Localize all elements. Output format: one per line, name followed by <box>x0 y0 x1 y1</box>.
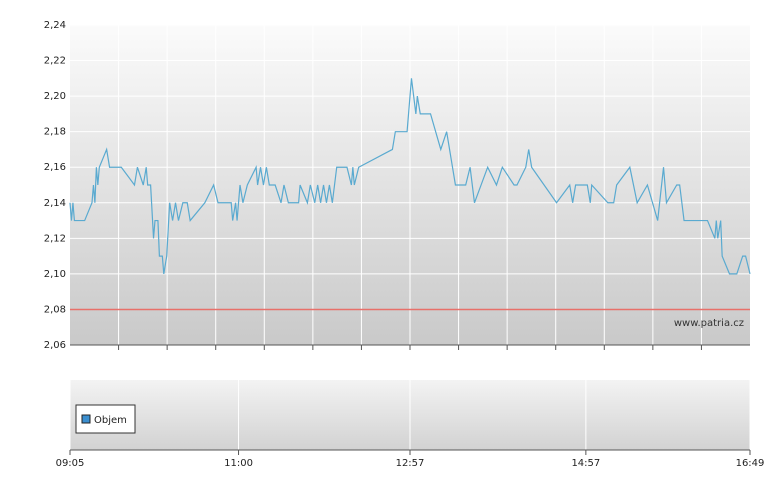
y-tick-label: 2,22 <box>44 56 66 67</box>
y-tick-label: 2,20 <box>44 91 66 102</box>
y-tick-label: 2,10 <box>44 269 66 280</box>
x-tick-label: 12:57 <box>396 458 425 469</box>
x-tick-label: 09:05 <box>56 458 85 469</box>
x-tick-label: 11:00 <box>224 458 253 469</box>
price-line <box>69 78 751 275</box>
x-tick-label: 16:49 <box>736 458 765 469</box>
y-tick-label: 2,08 <box>44 304 66 315</box>
legend-label: Objem <box>94 415 127 426</box>
watermark: www.patria.cz <box>674 318 744 329</box>
grid-layer <box>69 24 751 455</box>
legend-swatch <box>81 414 91 424</box>
y-tick-label: 2,16 <box>44 162 66 173</box>
y-tick-label: 2,24 <box>44 20 66 31</box>
y-tick-label: 2,18 <box>44 127 66 138</box>
y-tick-label: 2,06 <box>44 340 66 351</box>
x-tick-label: 14:57 <box>571 458 600 469</box>
y-tick-label: 2,14 <box>44 198 66 209</box>
y-tick-label: 2,12 <box>44 233 66 244</box>
